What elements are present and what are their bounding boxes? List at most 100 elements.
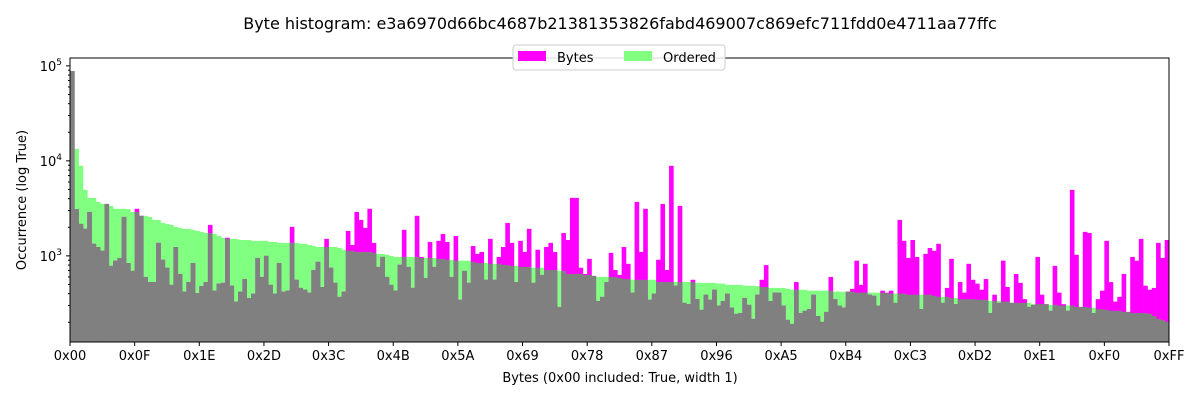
overlap-bar: [1104, 309, 1109, 342]
overlap-bar: [931, 295, 937, 342]
overlap-bar: [600, 296, 605, 342]
overlap-bar: [1074, 306, 1079, 342]
bytes-bar: [1087, 233, 1092, 342]
overlap-bar: [160, 259, 166, 342]
overlap-bar: [841, 307, 847, 342]
ordered-bar: [182, 228, 187, 342]
overlap-bar: [1164, 321, 1169, 342]
overlap-bar: [957, 299, 963, 342]
overlap-bar: [1091, 313, 1097, 342]
overlap-bar: [74, 209, 79, 342]
overlap-bar: [100, 250, 105, 342]
ordered-bar: [147, 216, 153, 342]
overlap-bar: [332, 282, 338, 342]
overlap-bar: [156, 242, 161, 342]
overlap-bar: [242, 279, 248, 342]
bytes-bar: [1138, 238, 1144, 342]
overlap-bar: [350, 250, 355, 342]
bytes-bar: [1082, 231, 1088, 342]
legend-label-bytes: Bytes: [557, 51, 594, 66]
overlap-bar: [776, 292, 782, 342]
overlap-bar: [1026, 306, 1032, 342]
overlap-bar: [522, 266, 528, 342]
y-axis: 103 104 105: [40, 58, 70, 323]
overlap-bar: [311, 270, 316, 342]
overlap-bar: [117, 257, 123, 342]
x-tick-label: 0x4B: [377, 349, 410, 364]
overlap-bar: [384, 276, 390, 342]
x-tick-label: 0x87: [636, 349, 669, 364]
ordered-bar: [169, 224, 174, 342]
overlap-bar: [638, 279, 644, 342]
overlap-bar: [1048, 310, 1053, 342]
overlap-bar: [1078, 306, 1084, 342]
x-tick-label: 0x69: [506, 349, 539, 364]
overlap-bar: [828, 290, 834, 342]
overlap-bar: [996, 302, 1002, 342]
ordered-bar: [337, 248, 342, 342]
bytes-bar: [936, 243, 941, 342]
overlap-bar: [462, 270, 467, 342]
ordered-bar: [785, 288, 791, 342]
overlap-bar: [513, 282, 519, 342]
overlap-bar: [70, 71, 75, 342]
overlap-bar: [470, 261, 476, 342]
overlap-bar: [281, 291, 286, 342]
ordered-bar: [272, 241, 278, 342]
overlap-bar: [298, 287, 304, 342]
overlap-bar: [126, 263, 131, 342]
y-tick-label: 103: [40, 248, 62, 265]
overlap-bar: [78, 223, 84, 342]
overlap-bar: [406, 266, 411, 342]
y-tick-label: 104: [40, 153, 63, 170]
overlap-bar: [82, 228, 88, 342]
overlap-bar: [893, 302, 898, 342]
overlap-bar: [824, 311, 829, 342]
overlap-bar: [1134, 313, 1140, 342]
ordered-bar: [819, 290, 825, 342]
overlap-bar: [910, 294, 916, 342]
ordered-bar: [1169, 324, 1174, 342]
overlap-bar: [1112, 310, 1118, 342]
overlap-bar: [716, 305, 722, 342]
overlap-bar: [324, 246, 329, 342]
chart-title: Byte histogram: e3a6970d66bc4687b2138135…: [243, 14, 997, 33]
overlap-bar: [630, 292, 635, 342]
overlap-bar: [423, 277, 429, 342]
overlap-bar: [307, 292, 312, 342]
overlap-bar: [608, 276, 614, 342]
overlap-bar: [143, 276, 148, 342]
overlap-bar: [686, 304, 691, 342]
overlap-bar: [410, 287, 416, 342]
bytes-bar: [1134, 260, 1140, 342]
overlap-bar: [414, 256, 420, 342]
overlap-bar: [746, 304, 752, 342]
overlap-bar: [1156, 318, 1161, 342]
overlap-bar: [354, 251, 360, 342]
overlap-bar: [569, 273, 575, 342]
overlap-bar: [677, 282, 683, 342]
overlap-bar: [651, 293, 657, 342]
overlap-bar: [194, 293, 200, 342]
overlap-bar: [419, 257, 424, 342]
overlap-bar: [1082, 306, 1088, 342]
bytes-bar: [1052, 265, 1058, 342]
overlap-bar: [341, 291, 347, 342]
legend-box: [512, 44, 726, 71]
overlap-bar: [268, 284, 273, 342]
overlap-bar: [544, 270, 549, 342]
overlap-bar: [87, 211, 92, 342]
overlap-bar: [867, 294, 872, 342]
x-tick-label: 0xFF: [1154, 349, 1185, 364]
overlap-bar: [643, 279, 648, 342]
x-tick-label: 0x96: [700, 349, 733, 364]
overlap-bar: [263, 255, 269, 342]
bytes-bar: [1151, 287, 1157, 342]
overlap-bar: [216, 283, 222, 342]
overlap-bar: [944, 296, 950, 342]
overlap-bar: [574, 273, 579, 342]
y-axis-label: Occurrence (log True): [15, 130, 30, 270]
overlap-bar: [1169, 324, 1174, 342]
bytes-bar: [574, 197, 579, 342]
legend-swatch-ordered: [624, 51, 652, 61]
